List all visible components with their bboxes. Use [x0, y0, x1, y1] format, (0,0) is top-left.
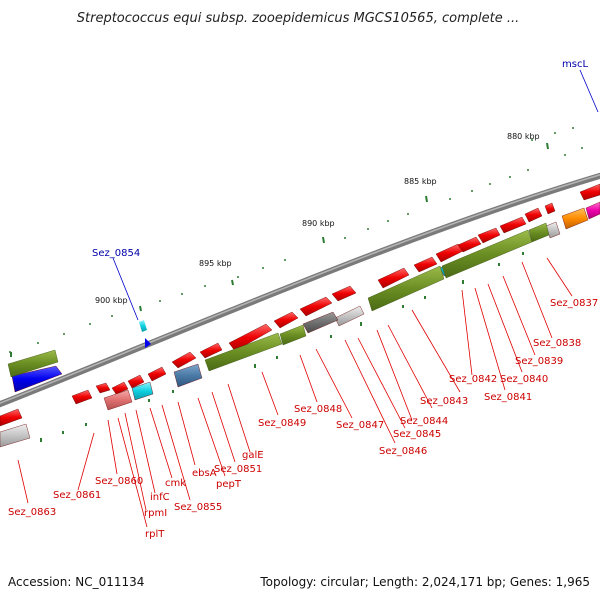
gene-sez0854-cyan[interactable] — [139, 320, 147, 332]
label-pepT[interactable]: pepT — [216, 479, 242, 490]
label-sez0845[interactable]: Sez_0845 — [393, 429, 441, 440]
gene-fwd-13[interactable] — [579, 183, 600, 201]
gene-sez0854-arrow[interactable] — [145, 338, 151, 348]
accession-text: Accession: NC_011134 — [8, 575, 144, 589]
label-sez0846[interactable]: Sez_0846 — [379, 446, 427, 457]
highlight-genes — [139, 320, 151, 348]
label-sez0843[interactable]: Sez_0843 — [420, 396, 468, 407]
gene-fwd-3[interactable] — [299, 296, 333, 317]
olive-block-6[interactable] — [7, 349, 59, 378]
label-sez0841[interactable]: Sez_0841 — [484, 392, 532, 403]
gene-fwd-15[interactable] — [199, 342, 223, 359]
gene-fwd-pink[interactable] — [103, 389, 133, 411]
gene-fwd-orange[interactable] — [561, 207, 589, 230]
gene-fwd-18[interactable] — [111, 381, 129, 395]
gene-labels: mscL Sez_0854 Sez_0837 Sez_0838 Sez_0839… — [8, 59, 598, 540]
label-galE[interactable]: galE — [242, 450, 264, 461]
label-sez0854[interactable]: Sez_0854 — [92, 248, 140, 259]
gene-fwd-17[interactable] — [127, 374, 145, 389]
olive-block-3[interactable] — [367, 265, 445, 312]
gene-fwd-gray2[interactable] — [545, 221, 561, 239]
label-ebsA[interactable]: ebsA — [192, 468, 217, 479]
label-sez0848[interactable]: Sez_0848 — [294, 404, 342, 415]
gene-fwd-16[interactable] — [147, 366, 167, 382]
gene-fwd-1[interactable] — [228, 323, 273, 352]
label-rpmI[interactable]: rpmI — [144, 508, 167, 519]
olive-blocks — [7, 222, 550, 378]
genome-title: Streptococcus equi subsp. zooepidemicus … — [77, 11, 519, 26]
gene-fwd-11[interactable] — [524, 207, 543, 223]
label-sez0855[interactable]: Sez_0855 — [174, 502, 222, 513]
gene-fwd-21[interactable] — [0, 408, 23, 427]
gene-fwd-blue[interactable] — [11, 365, 63, 393]
kbp-880: 880 kbp — [507, 132, 540, 141]
gene-fwd-20[interactable] — [71, 389, 93, 405]
olive-block-2[interactable] — [279, 324, 307, 346]
inner-dots — [10, 252, 524, 442]
kbp-900: 900 kbp — [95, 296, 128, 305]
gene-fwd-14[interactable] — [171, 351, 197, 369]
label-sez0842[interactable]: Sez_0842 — [449, 374, 497, 385]
gene-fwd-19[interactable] — [95, 382, 111, 394]
label-sez0861[interactable]: Sez_0861 — [53, 490, 101, 501]
gene-fwd-cyan[interactable] — [131, 381, 154, 401]
gene-fwd-12[interactable] — [544, 202, 556, 215]
gene-fwd-dark[interactable] — [302, 311, 339, 334]
label-sez0837[interactable]: Sez_0837 — [550, 298, 598, 309]
olive-block-5[interactable] — [528, 222, 550, 243]
kbp-890: 890 kbp — [302, 219, 335, 228]
topology-text: Topology: circular; Length: 2,024,171 bp… — [259, 575, 590, 589]
label-sez0863[interactable]: Sez_0863 — [8, 507, 56, 518]
label-sez0838[interactable]: Sez_0838 — [533, 338, 581, 349]
gene-fwd-2[interactable] — [273, 311, 299, 329]
label-mscL[interactable]: mscL — [562, 59, 588, 70]
label-sez0840[interactable]: Sez_0840 — [500, 374, 548, 385]
olive-block-1[interactable] — [204, 332, 283, 372]
gene-fwd-9[interactable] — [477, 227, 501, 244]
label-sez0849[interactable]: Sez_0849 — [258, 418, 306, 429]
label-sez0844[interactable]: Sez_0844 — [400, 416, 448, 427]
gene-fwd-4[interactable] — [331, 285, 357, 302]
label-sez0851[interactable]: Sez_0851 — [214, 464, 262, 475]
label-sez0860[interactable]: Sez_0860 — [95, 476, 143, 487]
kbp-895: 895 kbp — [199, 259, 232, 268]
callout-lines-blue — [112, 69, 599, 321]
callout-lines — [17, 257, 573, 528]
scale-major-ticks — [139, 142, 549, 312]
label-sez0847[interactable]: Sez_0847 — [336, 420, 384, 431]
genome-backbone-highlight — [0, 174, 600, 404]
gene-fwd-gray[interactable] — [334, 305, 365, 327]
label-sez0839[interactable]: Sez_0839 — [515, 356, 563, 367]
kbp-885: 885 kbp — [404, 177, 437, 186]
gene-fwd-magenta[interactable] — [585, 201, 600, 220]
genome-backbone — [0, 172, 600, 408]
gene-fwd-gray3[interactable] — [0, 423, 31, 448]
gene-fwd-5[interactable] — [377, 267, 410, 289]
gene-fwd-6[interactable] — [413, 256, 438, 273]
gene-fwd-steel[interactable] — [173, 363, 203, 388]
gene-fwd-10[interactable] — [499, 216, 527, 234]
gene-fwd-8[interactable] — [457, 236, 482, 253]
label-infC[interactable]: infC — [150, 492, 170, 503]
scale-dots — [9, 127, 583, 353]
label-rplT[interactable]: rplT — [145, 529, 165, 540]
label-cmk[interactable]: cmk — [165, 478, 186, 489]
